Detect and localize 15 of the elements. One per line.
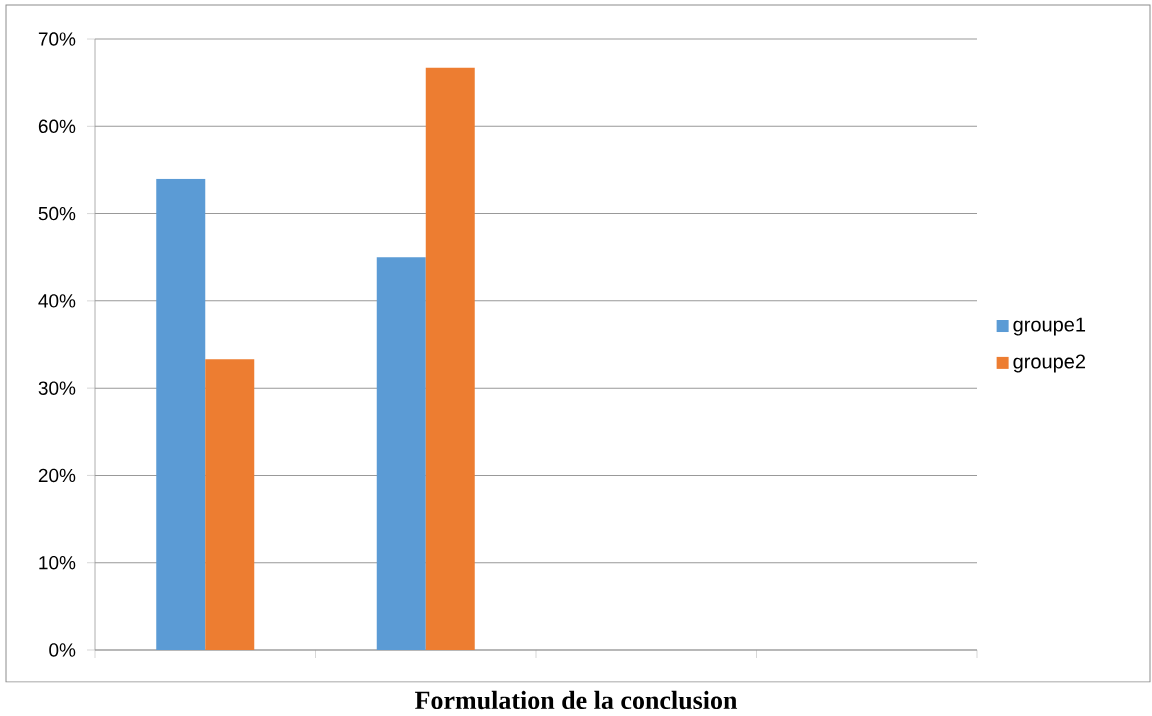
y-tick-label: 30% (38, 381, 76, 395)
y-tick-label: 0% (49, 643, 76, 657)
legend-label: groupe1 (1013, 317, 1086, 336)
y-tick-label: 60% (38, 119, 76, 134)
bar (205, 359, 255, 651)
y-tick-label: 50% (38, 206, 76, 221)
bar (156, 178, 206, 651)
text: Formulation de la conclusion (415, 690, 738, 710)
bar (425, 67, 475, 651)
y-tick-label: 70% (38, 32, 76, 46)
y-tick-label: 10% (39, 556, 76, 570)
y-tick-label: 20% (38, 468, 76, 483)
legend-label: groupe2 (1013, 354, 1086, 373)
y-tick-label: 40% (38, 294, 76, 308)
bar (376, 257, 426, 651)
